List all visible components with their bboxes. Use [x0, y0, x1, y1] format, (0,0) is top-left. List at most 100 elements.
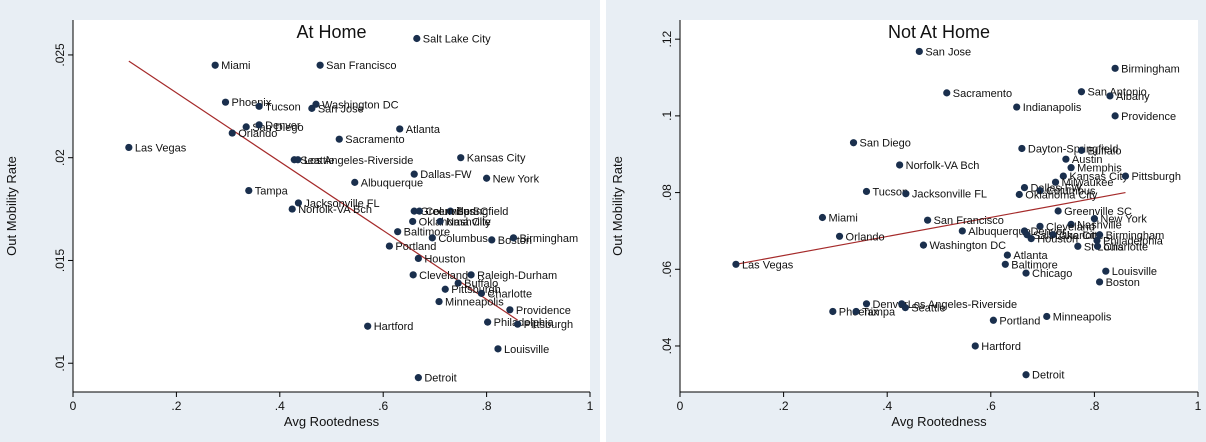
point-label: Denver: [1030, 226, 1066, 238]
y-tick-label: .1: [660, 111, 674, 121]
point-label: Louisville: [1112, 266, 1157, 278]
x-tick-label: .8: [1089, 399, 1099, 413]
data-point: [211, 61, 219, 69]
y-tick-label: .02: [53, 149, 67, 166]
data-point: [441, 285, 449, 293]
data-point: [1027, 234, 1035, 243]
data-point: [457, 154, 465, 162]
data-point: [1059, 172, 1067, 180]
data-point: [1111, 64, 1119, 72]
data-point: [852, 307, 860, 316]
fit-line: [128, 60, 518, 321]
data-point: [484, 318, 492, 326]
point-label: Chicago: [1032, 268, 1072, 280]
point-label: Birmingham: [1106, 230, 1165, 242]
point-label: Baltimore: [404, 227, 450, 239]
data-point: [446, 207, 455, 215]
point-label: Houston: [1037, 234, 1078, 246]
point-label: Minneapolis: [1053, 311, 1112, 323]
data-point: [1049, 231, 1057, 239]
data-point: [1111, 112, 1119, 120]
data-point: [818, 213, 827, 222]
x-tick-label: 0: [677, 399, 684, 413]
data-point: [1067, 164, 1075, 172]
data-point: [1054, 207, 1062, 215]
data-point: [308, 104, 316, 112]
data-point: [1074, 242, 1082, 250]
point-label: Hartford: [981, 341, 1021, 353]
point-label: Louisville: [504, 344, 549, 356]
point-label: San Antonio: [1087, 87, 1146, 99]
data-point: [958, 227, 966, 235]
x-axis-label: Avg Rootedness: [284, 414, 380, 429]
point-label: Portland: [395, 241, 436, 253]
point-label: Pittsburgh: [524, 319, 574, 331]
point-label: Charlotte: [487, 288, 532, 300]
data-point: [409, 217, 417, 226]
point-label: Albuquerque: [968, 226, 1030, 238]
data-point: [919, 241, 928, 249]
point-label: Norfolk-VA Bch: [906, 160, 980, 172]
point-label: Milwaukee: [1062, 177, 1114, 189]
at-home-panel: 0 .2 .4 .6 .8 1 .01 .015 .02 .025 At Home Avg Roote…: [0, 0, 600, 442]
point-label: Miami: [828, 213, 857, 225]
data-point: [364, 322, 372, 330]
data-point: [1095, 231, 1104, 239]
data-point: [1051, 178, 1060, 186]
point-label: Albany: [1116, 91, 1150, 103]
point-label: Nashville: [1077, 219, 1122, 231]
y-tick-label: .01: [53, 355, 67, 372]
data-point: [915, 47, 923, 56]
point-label: Charlotte: [1104, 241, 1149, 253]
data-point: [294, 199, 303, 207]
point-label: Atlanta: [406, 124, 441, 136]
y-tick-label: .015: [53, 248, 67, 272]
data-point: [732, 260, 740, 268]
point-label: New York: [1100, 214, 1147, 226]
data-point: [902, 190, 910, 198]
data-point: [335, 135, 343, 143]
fit-line: [735, 191, 1126, 265]
data-point: [396, 125, 404, 133]
data-point: [410, 207, 418, 215]
data-point: [385, 242, 394, 250]
x-axis-label: Avg Rootedness: [891, 414, 987, 429]
data-point: [125, 143, 133, 152]
data-point: [494, 345, 502, 353]
point-label: Birmingham: [1121, 63, 1180, 75]
point-label: Kansas City: [1069, 171, 1128, 183]
data-point: [414, 254, 422, 263]
point-label: Nashville: [446, 216, 491, 228]
point-label: Miami: [221, 60, 250, 72]
data-point: [509, 234, 518, 242]
y-axis-label: Out Mobility Rate: [610, 156, 625, 256]
data-point: [410, 170, 418, 178]
data-point: [1022, 269, 1030, 277]
x-tick-label: 1: [1195, 399, 1202, 413]
data-point: [943, 89, 951, 97]
data-point: [316, 61, 324, 69]
data-point: [294, 156, 302, 164]
data-point: [1077, 146, 1086, 154]
point-label: Sacramento: [953, 88, 1012, 100]
point-label: Salt Lake City: [423, 33, 491, 45]
x-tick-label: .4: [882, 399, 892, 413]
point-label: Los Angeles-Riverside: [908, 299, 1017, 311]
data-point: [1062, 155, 1070, 163]
point-label: Providence: [516, 305, 571, 317]
data-point: [1003, 251, 1011, 259]
point-label: Cleveland: [419, 270, 468, 282]
point-label: Pittsburgh: [1131, 171, 1181, 183]
point-label: Orlando: [238, 128, 277, 140]
point-label: Washington DC: [322, 99, 399, 111]
data-point: [1022, 371, 1030, 379]
point-label: Washington DC: [929, 240, 1006, 252]
y-tick-label: .08: [660, 184, 674, 201]
point-label: Norfolk-VA Bch: [298, 204, 372, 216]
data-point: [1036, 222, 1044, 230]
point-label: Atlanta: [1013, 250, 1048, 262]
point-label: Tampa: [862, 306, 896, 318]
point-label: Philadelphia: [1103, 236, 1164, 248]
x-tick-label: .4: [275, 399, 285, 413]
point-label: Tampa: [255, 186, 289, 198]
